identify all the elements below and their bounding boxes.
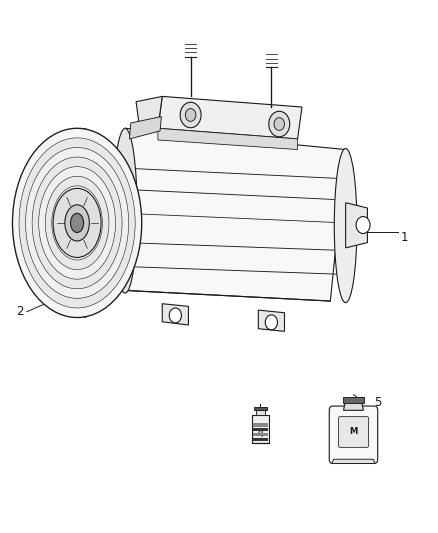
Polygon shape xyxy=(158,128,297,150)
FancyBboxPatch shape xyxy=(329,406,378,464)
Polygon shape xyxy=(258,310,285,332)
Ellipse shape xyxy=(75,128,95,318)
Polygon shape xyxy=(162,304,188,325)
Ellipse shape xyxy=(53,188,101,257)
Polygon shape xyxy=(158,96,302,139)
Ellipse shape xyxy=(58,196,96,251)
Polygon shape xyxy=(343,403,364,410)
Text: 2: 2 xyxy=(16,305,23,318)
Polygon shape xyxy=(253,433,268,436)
Ellipse shape xyxy=(45,176,109,270)
Text: 5: 5 xyxy=(374,395,381,409)
Ellipse shape xyxy=(32,157,122,289)
Text: M: M xyxy=(350,427,357,436)
Ellipse shape xyxy=(52,186,102,260)
Polygon shape xyxy=(136,96,162,134)
Polygon shape xyxy=(125,128,346,301)
Ellipse shape xyxy=(19,138,135,308)
Text: 4: 4 xyxy=(257,427,264,440)
Polygon shape xyxy=(253,428,268,431)
Circle shape xyxy=(265,315,278,330)
Polygon shape xyxy=(125,189,132,241)
FancyBboxPatch shape xyxy=(252,415,269,443)
Polygon shape xyxy=(346,203,367,248)
Polygon shape xyxy=(253,438,268,441)
Circle shape xyxy=(269,111,290,137)
FancyBboxPatch shape xyxy=(339,417,368,447)
Polygon shape xyxy=(130,117,161,139)
Circle shape xyxy=(185,109,196,122)
Ellipse shape xyxy=(64,204,90,242)
Ellipse shape xyxy=(39,167,116,279)
Circle shape xyxy=(274,118,285,131)
Text: 3: 3 xyxy=(25,225,32,238)
Polygon shape xyxy=(254,407,267,410)
Ellipse shape xyxy=(71,213,84,232)
Text: 1: 1 xyxy=(400,231,408,244)
Circle shape xyxy=(356,216,370,233)
Circle shape xyxy=(169,308,181,323)
Circle shape xyxy=(180,102,201,128)
Ellipse shape xyxy=(12,128,142,318)
Ellipse shape xyxy=(65,205,89,241)
Ellipse shape xyxy=(113,128,137,293)
Ellipse shape xyxy=(25,148,129,298)
Ellipse shape xyxy=(334,149,357,303)
Polygon shape xyxy=(343,398,364,403)
Polygon shape xyxy=(255,410,265,415)
Polygon shape xyxy=(253,423,268,426)
Polygon shape xyxy=(332,459,375,464)
